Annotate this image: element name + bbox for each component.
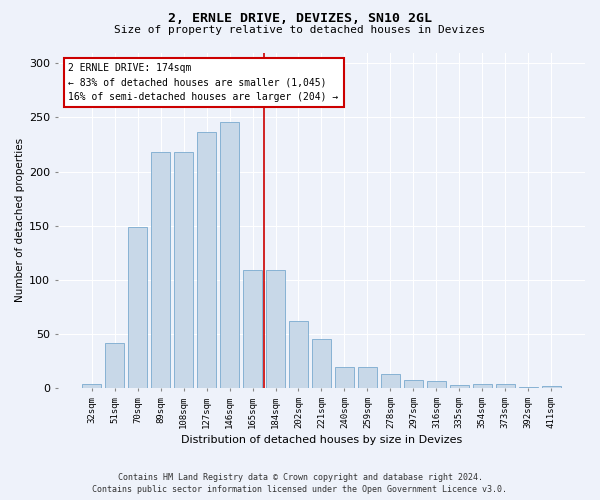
Bar <box>82 384 101 388</box>
Text: Size of property relative to detached houses in Devizes: Size of property relative to detached ho… <box>115 25 485 35</box>
Bar <box>518 387 538 388</box>
Bar <box>128 227 148 388</box>
Bar <box>496 384 515 388</box>
Bar <box>380 374 400 388</box>
Bar <box>289 321 308 388</box>
Bar <box>105 342 124 388</box>
Bar <box>427 380 446 388</box>
Y-axis label: Number of detached properties: Number of detached properties <box>15 138 25 302</box>
Bar <box>243 270 262 388</box>
Text: 2 ERNLE DRIVE: 174sqm
← 83% of detached houses are smaller (1,045)
16% of semi-d: 2 ERNLE DRIVE: 174sqm ← 83% of detached … <box>68 62 339 102</box>
X-axis label: Distribution of detached houses by size in Devizes: Distribution of detached houses by size … <box>181 435 462 445</box>
Bar <box>174 152 193 388</box>
Bar <box>404 380 423 388</box>
Bar <box>473 384 492 388</box>
Bar <box>266 270 285 388</box>
Bar <box>220 122 239 388</box>
Bar <box>311 340 331 388</box>
Bar <box>542 386 561 388</box>
Text: Contains HM Land Registry data © Crown copyright and database right 2024.
Contai: Contains HM Land Registry data © Crown c… <box>92 472 508 494</box>
Bar <box>358 366 377 388</box>
Bar <box>335 366 354 388</box>
Text: 2, ERNLE DRIVE, DEVIZES, SN10 2GL: 2, ERNLE DRIVE, DEVIZES, SN10 2GL <box>168 12 432 26</box>
Bar <box>449 385 469 388</box>
Bar <box>197 132 217 388</box>
Bar <box>151 152 170 388</box>
